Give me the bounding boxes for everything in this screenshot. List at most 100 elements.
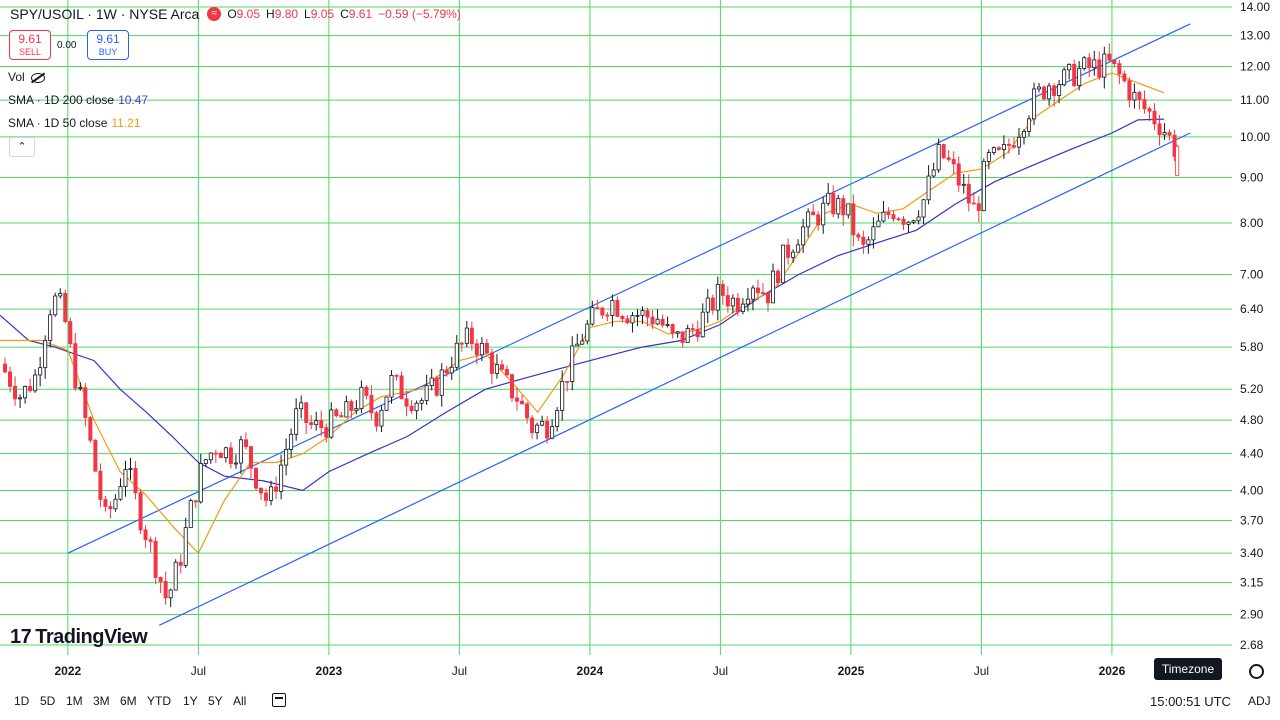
candle-body — [499, 364, 504, 370]
timeframe-1m[interactable]: 1M — [66, 694, 83, 708]
candle — [253, 467, 258, 491]
sma200-legend[interactable]: SMA · 1D 200 close 10.47 — [8, 93, 148, 107]
price-tick-label: 9.00 — [1240, 171, 1264, 185]
candle-body — [88, 417, 93, 441]
candle-body — [730, 297, 735, 307]
candle-body — [1001, 144, 1006, 150]
sma50-legend[interactable]: SMA · 1D 50 close 11.21 — [8, 116, 141, 130]
candle — [600, 306, 605, 319]
timeframe-6m[interactable]: 6M — [120, 694, 137, 708]
symbol-header: SPY/USOIL · 1W · NYSE Arca ≈ O9.05 H9.80… — [10, 6, 467, 22]
symbol-title[interactable]: SPY/USOIL · 1W · NYSE Arca — [10, 6, 200, 22]
candle — [178, 554, 183, 574]
candle-body — [454, 342, 459, 368]
candle — [891, 210, 896, 222]
channel-upper-line — [67, 23, 1191, 554]
candle-body — [474, 343, 479, 356]
candle-body — [238, 439, 243, 464]
candle-last — [1175, 144, 1180, 176]
candle-body — [901, 218, 906, 225]
candle — [806, 208, 811, 238]
tradingview-logo[interactable]: 17 TradingView — [10, 626, 148, 649]
candle — [68, 317, 73, 348]
candle-body — [248, 446, 253, 469]
sell-button[interactable]: 9.61 SELL — [9, 30, 51, 60]
candle — [640, 306, 645, 324]
candle-body — [93, 439, 98, 472]
candle — [264, 488, 269, 507]
candle — [595, 299, 600, 310]
candle — [294, 398, 299, 441]
candle — [685, 324, 690, 343]
candle-body — [329, 409, 334, 438]
candle-body — [264, 492, 269, 501]
candle-body — [439, 369, 444, 396]
candle — [771, 263, 776, 304]
candle — [128, 457, 133, 480]
candle-body — [961, 183, 966, 186]
candle-body — [590, 307, 595, 325]
candle — [279, 454, 284, 500]
candle — [630, 312, 635, 333]
trend-channel[interactable] — [67, 23, 1191, 626]
price-tick-label: 10.00 — [1240, 130, 1270, 144]
candle — [1072, 59, 1077, 87]
price-axis[interactable]: 14.00 13.00 12.00 11.00 10.00 9.00 8.00 7.00 6.4… — [1240, 0, 1270, 652]
candle-body — [771, 270, 776, 304]
candle — [233, 454, 238, 469]
candle-body — [725, 295, 730, 307]
candle — [1062, 67, 1067, 87]
candle — [33, 369, 38, 393]
timeframe-all[interactable]: All — [233, 694, 247, 708]
hidden-eye-icon[interactable] — [30, 72, 45, 83]
buy-button[interactable]: 9.61 BUY — [87, 30, 129, 60]
settings-gear-icon[interactable] — [1249, 664, 1264, 679]
time-axis[interactable]: 2022 Jul 2023 Jul 2024 Jul 2025 Jul 2026 — [55, 664, 1126, 678]
candle — [314, 411, 319, 431]
candle — [1057, 80, 1062, 104]
candle — [83, 383, 88, 427]
candle-body — [600, 307, 605, 316]
collapse-legend-button[interactable]: ⌃ — [9, 137, 35, 157]
utc-clock[interactable]: 15:00:51 UTC — [1150, 694, 1231, 709]
timeframe-ytd[interactable]: YTD — [147, 694, 171, 708]
candle — [1127, 77, 1132, 108]
candle-body — [740, 303, 745, 312]
calendar-icon[interactable] — [272, 693, 286, 707]
candle — [861, 230, 866, 254]
timeframe-1d[interactable]: 1D — [14, 694, 30, 708]
candle — [931, 162, 936, 178]
price-tick-label: 8.00 — [1240, 216, 1264, 230]
timeframe-1y[interactable]: 1Y — [183, 694, 198, 708]
candle — [730, 294, 735, 314]
candle — [183, 517, 188, 569]
timeframe-5d[interactable]: 5D — [40, 694, 56, 708]
candle — [530, 415, 535, 439]
candle-body — [841, 198, 846, 216]
candle-body — [58, 293, 63, 297]
candle — [469, 321, 474, 351]
adjust-toggle[interactable]: ADJ — [1248, 694, 1271, 708]
timeframe-3m[interactable]: 3M — [93, 694, 110, 708]
candle-body — [791, 251, 796, 258]
candle — [389, 370, 394, 404]
candle — [846, 203, 851, 219]
candle — [605, 312, 610, 322]
volume-legend[interactable]: Vol — [8, 70, 45, 84]
candle-body — [515, 397, 520, 402]
candle-body — [484, 342, 489, 354]
candle-body — [28, 386, 33, 392]
candle-body — [786, 244, 791, 258]
candle-body — [831, 192, 836, 215]
candle — [78, 382, 83, 391]
candle — [1092, 50, 1097, 76]
candle-body — [525, 403, 530, 419]
candle-body — [560, 381, 565, 411]
timeframe-5y[interactable]: 5Y — [208, 694, 223, 708]
candle — [1162, 123, 1167, 140]
candle — [740, 298, 745, 315]
candle — [354, 400, 359, 415]
candle-body — [570, 345, 575, 382]
candle-body — [710, 297, 715, 311]
